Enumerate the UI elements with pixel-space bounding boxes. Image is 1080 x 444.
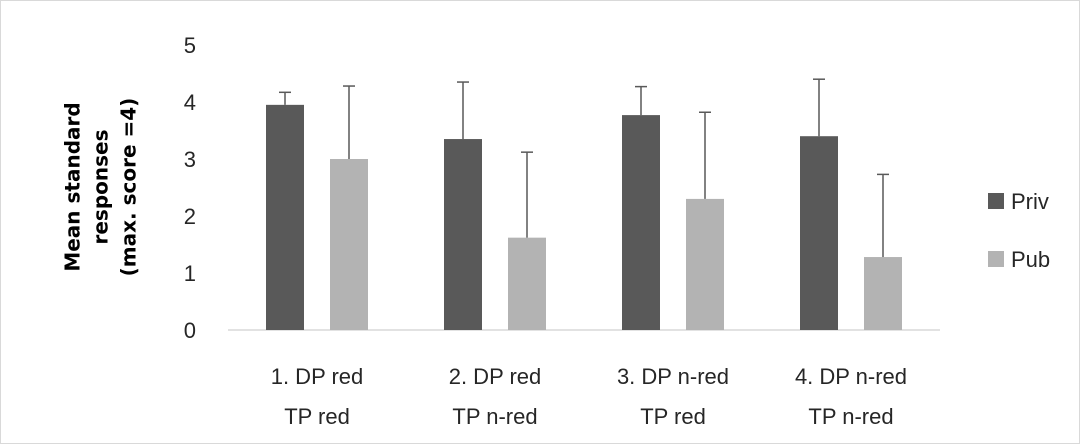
x-axis-labels: 1. DP red TP red 2. DP red TP n-red 3. DP n-… (271, 364, 907, 429)
x-tick-label: TP n-red (808, 404, 893, 429)
bar-pub (864, 257, 902, 330)
y-tick-label: 4 (184, 90, 196, 115)
x-tick-label: 3. DP n-red (617, 364, 729, 389)
bar-priv (622, 115, 660, 330)
y-tick-label: 1 (184, 261, 196, 286)
legend-swatch-priv (988, 193, 1004, 209)
x-tick-label: 4. DP n-red (795, 364, 907, 389)
y-tick-label: 0 (184, 318, 196, 343)
y-axis-label-line: (max. score =4) (117, 98, 141, 277)
bar-priv (266, 104, 304, 330)
bar-pub (686, 198, 724, 330)
y-tick-label: 3 (184, 147, 196, 172)
x-tick-label: TP red (640, 404, 706, 429)
x-tick-label: 1. DP red (271, 364, 364, 389)
bars (266, 104, 902, 330)
y-axis-label-line: responses (89, 130, 113, 245)
legend: Priv Pub (988, 189, 1050, 272)
bar-pub (508, 237, 546, 330)
legend-swatch-pub (988, 251, 1004, 267)
y-axis-ticks: 0 1 2 3 4 5 (184, 33, 196, 343)
x-tick-label: 2. DP red (449, 364, 542, 389)
legend-label-pub: Pub (1011, 247, 1050, 272)
y-tick-label: 2 (184, 204, 196, 229)
error-bars (279, 78, 889, 258)
y-axis-label-line: Mean standard (61, 102, 85, 271)
y-tick-label: 5 (184, 33, 196, 58)
legend-label-priv: Priv (1011, 189, 1049, 214)
bar-priv (800, 136, 838, 330)
bar-priv (444, 139, 482, 330)
y-axis-label: Mean standard responses (max. score =4) (61, 98, 141, 277)
x-tick-label: TP n-red (452, 404, 537, 429)
bar-pub (330, 159, 368, 330)
x-tick-label: TP red (284, 404, 350, 429)
